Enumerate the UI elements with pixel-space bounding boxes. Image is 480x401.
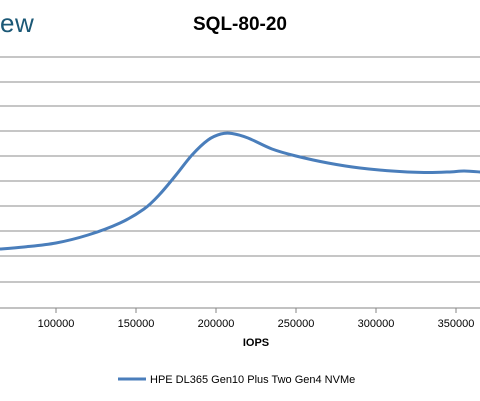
logo-fragment: ew xyxy=(0,8,35,38)
x-tick-label: 300000 xyxy=(358,318,395,330)
chart-title: SQL-80-20 xyxy=(193,14,287,35)
x-axis-title: IOPS xyxy=(243,337,269,349)
x-tick-label: 150000 xyxy=(118,318,155,330)
legend-label: HPE DL365 Gen10 Plus Two Gen4 NVMe xyxy=(150,374,355,386)
x-tick-label: 100000 xyxy=(38,318,75,330)
x-tick-label: 200000 xyxy=(198,318,235,330)
x-tick-label: 250000 xyxy=(278,318,315,330)
x-axis-ticks: 100000 150000 200000 250000 300000 350000 xyxy=(38,308,475,330)
x-tick-label: 350000 xyxy=(438,318,475,330)
series-line xyxy=(0,131,480,251)
gridlines xyxy=(0,56,480,309)
